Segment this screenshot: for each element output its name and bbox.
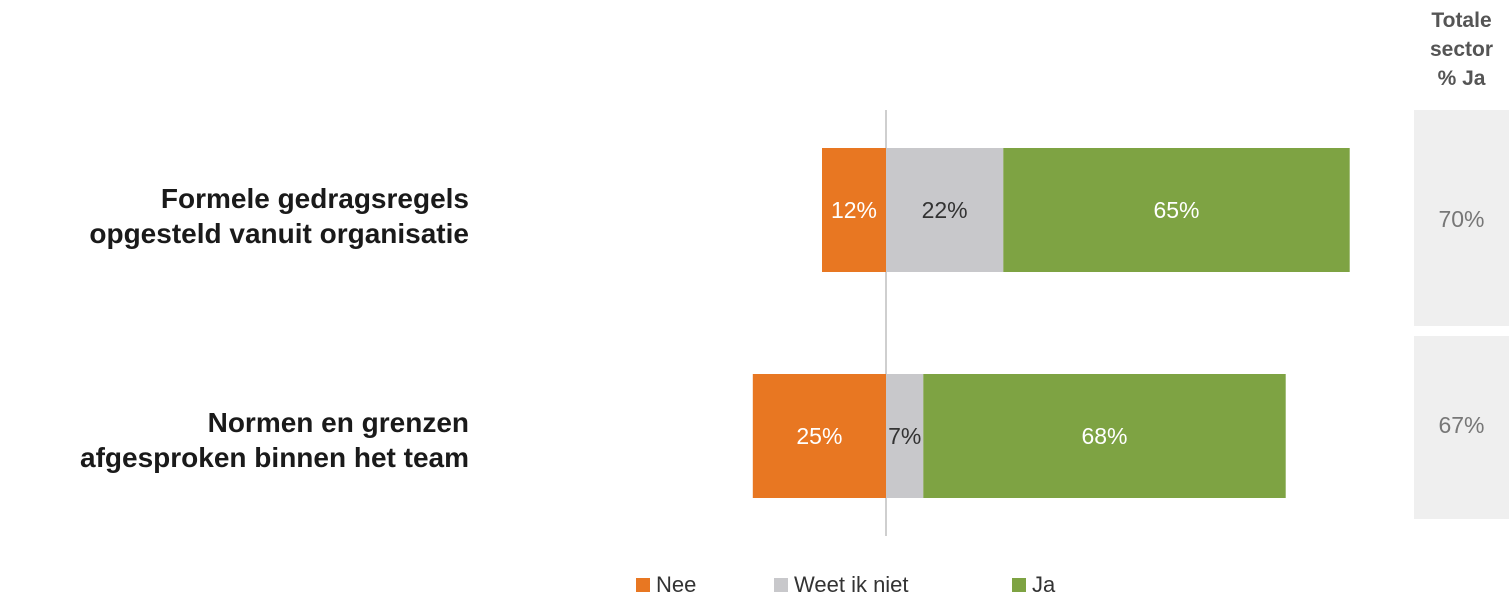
bar-segment-weet-ik-niet [886, 374, 924, 498]
bar-data-label: 12% [831, 197, 877, 223]
category-label-line: opgesteld vanuit organisatie [89, 218, 469, 249]
bar-data-label: 22% [922, 197, 968, 223]
legend-item-weet-ik-niet: Weet ik niet [774, 572, 909, 598]
bar-data-label: 65% [1153, 197, 1199, 223]
total-sector-value: 67% [1438, 412, 1485, 438]
category-label-line: Formele gedragsregels [160, 183, 469, 214]
bar-segment-nee [822, 148, 886, 272]
category-label-normen-en-grenzen: Normen en grenzen afgesproken binnen het… [0, 405, 469, 475]
legend-swatch [636, 578, 650, 592]
total-sector-cell: 67% [1414, 336, 1509, 519]
category-label-line: afgesproken binnen het team [80, 442, 469, 473]
bar-segment-weet-ik-niet [886, 148, 1004, 272]
total-sector-cell: 70% [1414, 110, 1509, 326]
total-sector-header: Totale sector % Ja [1414, 6, 1509, 93]
total-sector-header-line: % Ja [1437, 67, 1486, 90]
legend-item-ja: Ja [1012, 572, 1055, 598]
category-label-line: Normen en grenzen [207, 407, 469, 438]
bar-data-label: 25% [796, 423, 842, 449]
legend-swatch [774, 578, 788, 592]
bar-segment-ja [1003, 148, 1350, 272]
bar-segment-nee [752, 374, 887, 498]
legend-label: Weet ik niet [794, 572, 909, 597]
bar-data-label: 7% [888, 423, 921, 449]
legend-item-nee: Nee [636, 572, 696, 598]
total-sector-value: 70% [1438, 206, 1485, 232]
bar-data-label: 68% [1081, 423, 1127, 449]
category-label-formele-gedragsregels: Formele gedragsregels opgesteld vanuit o… [0, 181, 469, 251]
bar-segment-ja [923, 374, 1286, 498]
total-sector-header-line: Totale [1431, 9, 1492, 32]
total-sector-header-line: sector [1429, 38, 1494, 61]
legend-swatch [1012, 578, 1026, 592]
legend-label: Nee [656, 572, 697, 597]
legend-label: Ja [1032, 572, 1056, 597]
